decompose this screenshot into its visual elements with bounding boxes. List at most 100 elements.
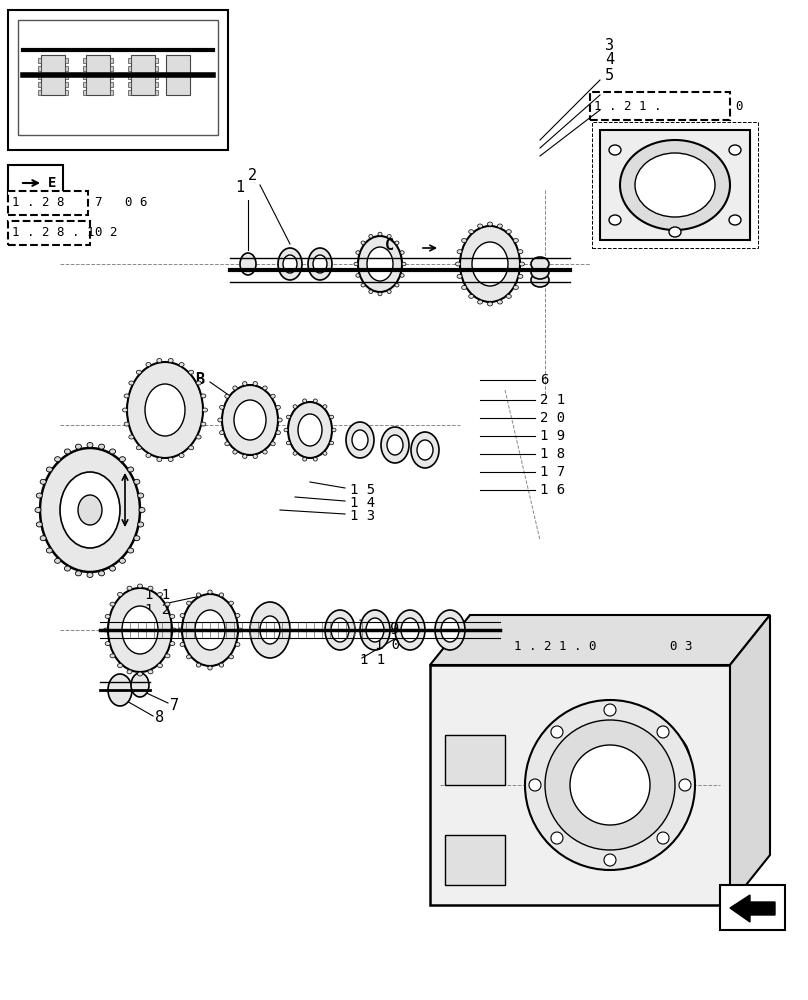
Ellipse shape [368, 290, 372, 294]
Bar [8, 165, 63, 200]
Ellipse shape [122, 606, 158, 654]
Ellipse shape [525, 700, 695, 870]
Ellipse shape [189, 446, 194, 450]
Ellipse shape [137, 370, 141, 374]
Ellipse shape [669, 227, 681, 237]
Ellipse shape [179, 363, 184, 367]
Ellipse shape [308, 248, 332, 280]
Ellipse shape [168, 457, 173, 461]
Ellipse shape [242, 454, 247, 458]
Ellipse shape [146, 363, 151, 367]
Ellipse shape [110, 602, 115, 606]
Ellipse shape [378, 232, 382, 236]
Ellipse shape [75, 571, 82, 576]
Ellipse shape [250, 602, 290, 658]
Ellipse shape [110, 449, 116, 454]
Text: 1 . 2 1 .: 1 . 2 1 . [594, 100, 662, 112]
Ellipse shape [460, 226, 520, 302]
Text: 2 1: 2 1 [540, 393, 565, 407]
Text: 1 . 2 8: 1 . 2 8 [12, 196, 65, 210]
Ellipse shape [570, 745, 650, 825]
Ellipse shape [75, 444, 82, 449]
Ellipse shape [303, 399, 307, 403]
Text: A: A [99, 492, 108, 508]
Ellipse shape [303, 457, 307, 461]
Ellipse shape [145, 384, 185, 436]
Ellipse shape [108, 588, 172, 672]
Ellipse shape [441, 618, 459, 642]
Ellipse shape [187, 655, 191, 659]
Text: 5: 5 [605, 68, 614, 83]
Ellipse shape [400, 251, 404, 254]
Ellipse shape [103, 628, 108, 632]
Ellipse shape [276, 405, 280, 409]
Ellipse shape [729, 215, 741, 225]
Bar [8, 221, 90, 245]
Ellipse shape [146, 453, 151, 457]
Ellipse shape [148, 586, 153, 590]
Ellipse shape [332, 428, 336, 432]
Ellipse shape [128, 467, 133, 472]
Ellipse shape [157, 359, 162, 363]
Ellipse shape [469, 230, 473, 234]
Ellipse shape [201, 394, 206, 398]
Bar [110, 90, 113, 95]
Ellipse shape [65, 449, 70, 454]
Ellipse shape [487, 302, 493, 306]
Bar [155, 74, 158, 79]
Ellipse shape [234, 400, 266, 440]
Bar [83, 82, 86, 87]
Ellipse shape [378, 292, 382, 296]
Bar [83, 66, 86, 71]
Text: 1 . 2 1 . 0: 1 . 2 1 . 0 [514, 640, 596, 652]
Text: 3: 3 [605, 37, 614, 52]
Ellipse shape [657, 726, 669, 738]
Ellipse shape [387, 234, 391, 238]
Ellipse shape [137, 493, 144, 498]
Ellipse shape [219, 663, 224, 667]
Ellipse shape [233, 386, 238, 390]
Ellipse shape [235, 613, 240, 617]
Ellipse shape [679, 779, 691, 791]
Ellipse shape [87, 442, 93, 448]
Ellipse shape [325, 610, 355, 650]
Ellipse shape [395, 283, 399, 287]
Text: 7   0 6: 7 0 6 [95, 196, 148, 210]
Ellipse shape [165, 602, 170, 606]
Ellipse shape [127, 362, 203, 458]
Ellipse shape [40, 536, 46, 541]
Bar [430, 665, 730, 905]
Ellipse shape [124, 394, 129, 398]
Ellipse shape [105, 614, 110, 618]
Ellipse shape [180, 613, 184, 617]
Ellipse shape [298, 414, 322, 446]
Ellipse shape [46, 467, 53, 472]
Ellipse shape [242, 382, 247, 386]
Ellipse shape [278, 418, 282, 422]
Ellipse shape [520, 262, 524, 266]
Ellipse shape [551, 832, 563, 844]
Ellipse shape [469, 294, 473, 298]
Ellipse shape [139, 508, 145, 512]
Ellipse shape [253, 454, 258, 458]
Ellipse shape [400, 274, 404, 277]
Ellipse shape [240, 253, 256, 275]
Ellipse shape [284, 428, 288, 432]
Ellipse shape [208, 590, 213, 594]
Ellipse shape [128, 548, 133, 553]
Text: E: E [48, 176, 57, 190]
Text: 1 . 2 8 . 1: 1 . 2 8 . 1 [12, 227, 95, 239]
Bar [86, 55, 110, 95]
Ellipse shape [630, 730, 690, 790]
Ellipse shape [356, 274, 360, 277]
Ellipse shape [127, 670, 132, 674]
Ellipse shape [472, 242, 508, 286]
Ellipse shape [168, 359, 173, 363]
Ellipse shape [218, 418, 222, 422]
Ellipse shape [99, 571, 104, 576]
Ellipse shape [117, 592, 123, 596]
Ellipse shape [271, 394, 276, 398]
Text: 1: 1 [235, 180, 244, 196]
Ellipse shape [360, 610, 390, 650]
Ellipse shape [278, 248, 302, 280]
